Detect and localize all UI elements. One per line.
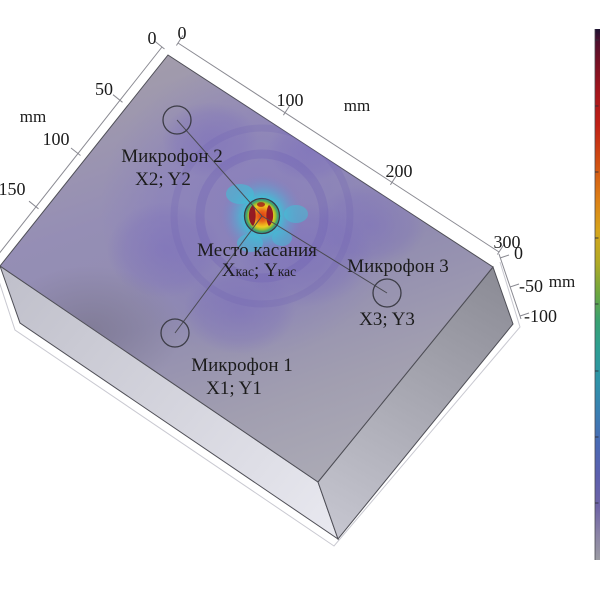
x-axis-tick-label-100: 100 (277, 90, 304, 110)
purple-blob (162, 102, 258, 178)
z-axis-tick-label-0: 0 (514, 243, 523, 263)
hot-core-maroon-blob (266, 205, 274, 226)
purple-blob (184, 266, 296, 354)
mic3-marker (372, 278, 402, 308)
y-axis-tick (28, 200, 39, 210)
colorbar-ticks (595, 39, 599, 504)
touch-point-marker (243, 197, 281, 235)
x-axis-tick-label-300: 300 (494, 232, 521, 252)
mic1-label: Микрофон 1 (191, 355, 293, 376)
z-axis-tick (499, 254, 510, 259)
y-axis-tick (112, 94, 123, 103)
y-axis-tick (70, 147, 81, 156)
touch-point-label: Место касания (197, 240, 317, 261)
mic3-label: Микрофон 3 (347, 256, 449, 277)
cyan-lobe (284, 205, 308, 223)
ray-touch-to-mic1 (174, 215, 263, 334)
hot-core-red-spot (257, 202, 265, 207)
cyan-lobe (226, 184, 254, 204)
y-axis-tick (154, 41, 165, 50)
mic1-coords-label: X1; Y1 (206, 378, 262, 399)
cyan-lobe (237, 234, 263, 252)
colorbar (595, 29, 600, 560)
x-axis-tick-label-200: 200 (386, 161, 413, 181)
touch-x-symbol: X (222, 260, 236, 281)
y-axis-tick-label-0: 0 (148, 28, 157, 48)
mic3-coords-label: X3; Y3 (359, 309, 415, 330)
x-axis-line (177, 42, 500, 253)
mic1-marker (160, 318, 190, 348)
ray-touch-to-mic2 (176, 119, 263, 217)
x-axis-tick (389, 174, 398, 186)
y-axis-unit-label: mm (20, 107, 46, 126)
y-axis-tick-label-150: 150 (0, 179, 26, 199)
mic2-marker (162, 105, 192, 135)
z-axis-unit-label: mm (549, 272, 575, 291)
ripple-ring (170, 124, 354, 308)
mic2-label: Микрофон 2 (121, 146, 223, 167)
ripple-ring (195, 149, 329, 283)
purple-blob (107, 202, 223, 298)
touch-y-symbol: Y (264, 260, 278, 281)
z-axis-tick (509, 283, 520, 288)
y-axis-tick-label-50: 50 (95, 79, 113, 99)
x-axis-tick (175, 35, 184, 46)
touch-x-subscript: кас (236, 264, 254, 279)
touch-y-subscript: кас (278, 264, 296, 279)
x-axis-unit-label: mm (344, 96, 370, 115)
axis-box-wireframe (0, 261, 521, 547)
x-axis-tick (282, 104, 291, 116)
y-axis-tick-label-100: 100 (43, 129, 70, 149)
hot-core-maroon-blob (248, 205, 256, 226)
z-axis-tick-label-neg100: -100 (524, 306, 557, 326)
x-axis-tick (496, 244, 505, 255)
mic2-coords-label: X2; Y2 (135, 169, 191, 190)
z-axis-tick (519, 312, 530, 317)
touch-separator: ; (254, 260, 264, 281)
x-axis-tick-label-0: 0 (178, 23, 187, 43)
cyan-lobe (272, 230, 292, 246)
touch-point-coords-label: Xкас; Yкас (222, 260, 296, 281)
ray-touch-to-mic3 (261, 215, 388, 294)
z-axis-tick-label-neg50: -50 (519, 276, 543, 296)
